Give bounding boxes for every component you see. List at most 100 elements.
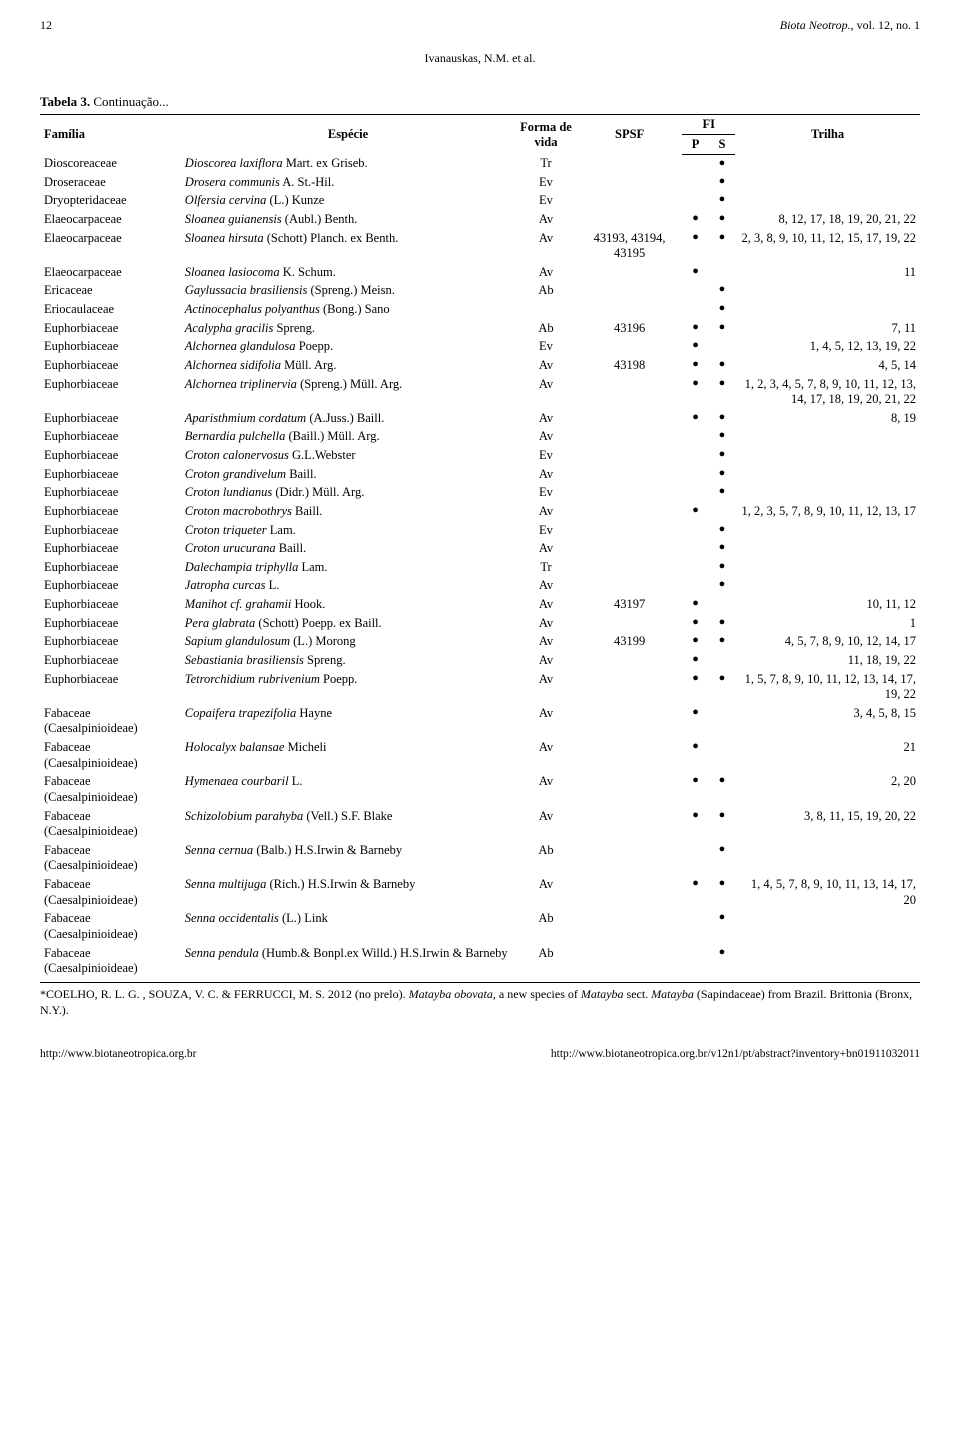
cell-forma: Av [515, 876, 577, 910]
cell-p [682, 465, 708, 484]
cell-familia: Eriocaulaceae [40, 301, 181, 320]
cell-s: ● [709, 558, 735, 577]
cell-trilha: 1, 2, 3, 4, 5, 7, 8, 9, 10, 11, 12, 13, … [735, 375, 920, 409]
cell-s: ● [709, 428, 735, 447]
footer-right-url: http://www.biotaneotropica.org.br/v12n1/… [551, 1048, 920, 1060]
cell-s: ● [709, 356, 735, 375]
cell-forma: Ab [515, 910, 577, 944]
cell-familia: Fabaceae (Caesalpinioideae) [40, 910, 181, 944]
cell-spsf [577, 301, 683, 320]
cell-especie: Croton lundianus (Didr.) Müll. Arg. [181, 484, 515, 503]
cell-trilha [735, 447, 920, 466]
cell-s: ● [709, 807, 735, 841]
cell-especie: Croton macrobothrys Baill. [181, 502, 515, 521]
cell-forma: Av [515, 596, 577, 615]
table-row: EuphorbiaceaeCroton urucurana Baill.Av● [40, 540, 920, 559]
cell-spsf [577, 210, 683, 229]
cell-spsf: 43193, 43194, 43195 [577, 229, 683, 263]
cell-spsf [577, 841, 683, 875]
cell-forma: Av [515, 651, 577, 670]
cell-especie: Jatropha curcas L. [181, 577, 515, 596]
cell-familia: Euphorbiaceae [40, 670, 181, 704]
cell-trilha: 3, 4, 5, 8, 15 [735, 704, 920, 738]
cell-forma: Av [515, 807, 577, 841]
table-row: EuphorbiaceaeSebastiania brasiliensis Sp… [40, 651, 920, 670]
cell-p [682, 192, 708, 211]
cell-forma: Av [515, 356, 577, 375]
cell-especie: Croton calonervosus G.L.Webster [181, 447, 515, 466]
cell-p: ● [682, 807, 708, 841]
cell-especie: Alchornea glandulosa Poepp. [181, 338, 515, 357]
cell-spsf [577, 502, 683, 521]
authors-line: Ivanauskas, N.M. et al. [40, 51, 920, 66]
cell-trilha [735, 428, 920, 447]
cell-spsf [577, 375, 683, 409]
cell-p: ● [682, 670, 708, 704]
cell-especie: Senna pendula (Humb.& Bonpl.ex Willd.) H… [181, 944, 515, 978]
cell-p [682, 155, 708, 174]
table-row: ElaeocarpaceaeSloanea lasiocoma K. Schum… [40, 263, 920, 282]
cell-especie: Sloanea lasiocoma K. Schum. [181, 263, 515, 282]
cell-trilha: 2, 20 [735, 773, 920, 807]
cell-especie: Hymenaea courbaril L. [181, 773, 515, 807]
cell-forma: Av [515, 465, 577, 484]
table-caption-rest: Continuação... [90, 94, 169, 109]
cell-p: ● [682, 338, 708, 357]
cell-forma: Ev [515, 484, 577, 503]
cell-familia: Fabaceae (Caesalpinioideae) [40, 876, 181, 910]
table-row: EuphorbiaceaeCroton calonervosus G.L.Web… [40, 447, 920, 466]
cell-trilha [735, 841, 920, 875]
cell-forma: Ab [515, 319, 577, 338]
cell-forma: Av [515, 375, 577, 409]
table-row: Fabaceae (Caesalpinioideae)Senna pendula… [40, 944, 920, 978]
cell-p: ● [682, 409, 708, 428]
cell-s [709, 651, 735, 670]
cell-spsf [577, 263, 683, 282]
cell-forma: Av [515, 577, 577, 596]
cell-spsf [577, 155, 683, 174]
page-number: 12 [40, 18, 52, 33]
cell-trilha: 1 [735, 614, 920, 633]
cell-forma [515, 301, 577, 320]
cell-familia: Elaeocarpaceae [40, 210, 181, 229]
table-row: EuphorbiaceaeCroton grandivelum Baill.Av… [40, 465, 920, 484]
cell-spsf [577, 739, 683, 773]
cell-forma: Ab [515, 841, 577, 875]
cell-s: ● [709, 447, 735, 466]
cell-p [682, 173, 708, 192]
cell-trilha: 1, 2, 3, 5, 7, 8, 9, 10, 11, 12, 13, 17 [735, 502, 920, 521]
cell-especie: Schizolobium parahyba (Vell.) S.F. Blake [181, 807, 515, 841]
cell-trilha [735, 910, 920, 944]
table-row: Fabaceae (Caesalpinioideae)Schizolobium … [40, 807, 920, 841]
table-row: EuphorbiaceaePera glabrata (Schott) Poep… [40, 614, 920, 633]
cell-spsf [577, 484, 683, 503]
species-table: Família Espécie Forma de vida SPSF FI Tr… [40, 114, 920, 978]
footer-left-url: http://www.biotaneotropica.org.br [40, 1048, 197, 1060]
cell-trilha: 4, 5, 7, 8, 9, 10, 12, 14, 17 [735, 633, 920, 652]
cell-forma: Av [515, 704, 577, 738]
cell-s: ● [709, 229, 735, 263]
cell-especie: Senna cernua (Balb.) H.S.Irwin & Barneby [181, 841, 515, 875]
cell-trilha [735, 155, 920, 174]
cell-spsf [577, 521, 683, 540]
table-row: EuphorbiaceaeAlchornea glandulosa Poepp.… [40, 338, 920, 357]
cell-especie: Acalypha gracilis Spreng. [181, 319, 515, 338]
cell-forma: Av [515, 428, 577, 447]
cell-familia: Euphorbiaceae [40, 484, 181, 503]
cell-familia: Fabaceae (Caesalpinioideae) [40, 841, 181, 875]
cell-p: ● [682, 319, 708, 338]
cell-trilha: 8, 19 [735, 409, 920, 428]
table-row: DroseraceaeDrosera communis A. St.-Hil.E… [40, 173, 920, 192]
cell-familia: Euphorbiaceae [40, 651, 181, 670]
cell-s [709, 596, 735, 615]
cell-spsf [577, 651, 683, 670]
cell-familia: Dioscoreaceae [40, 155, 181, 174]
cell-especie: Tetrorchidium rubrivenium Poepp. [181, 670, 515, 704]
cell-p: ● [682, 876, 708, 910]
cell-p: ● [682, 210, 708, 229]
table-row: EuphorbiaceaeManihot cf. grahamii Hook.A… [40, 596, 920, 615]
cell-p [682, 282, 708, 301]
journal-name: Biota Neotrop. [780, 18, 851, 32]
cell-forma: Av [515, 210, 577, 229]
cell-especie: Gaylussacia brasiliensis (Spreng.) Meisn… [181, 282, 515, 301]
